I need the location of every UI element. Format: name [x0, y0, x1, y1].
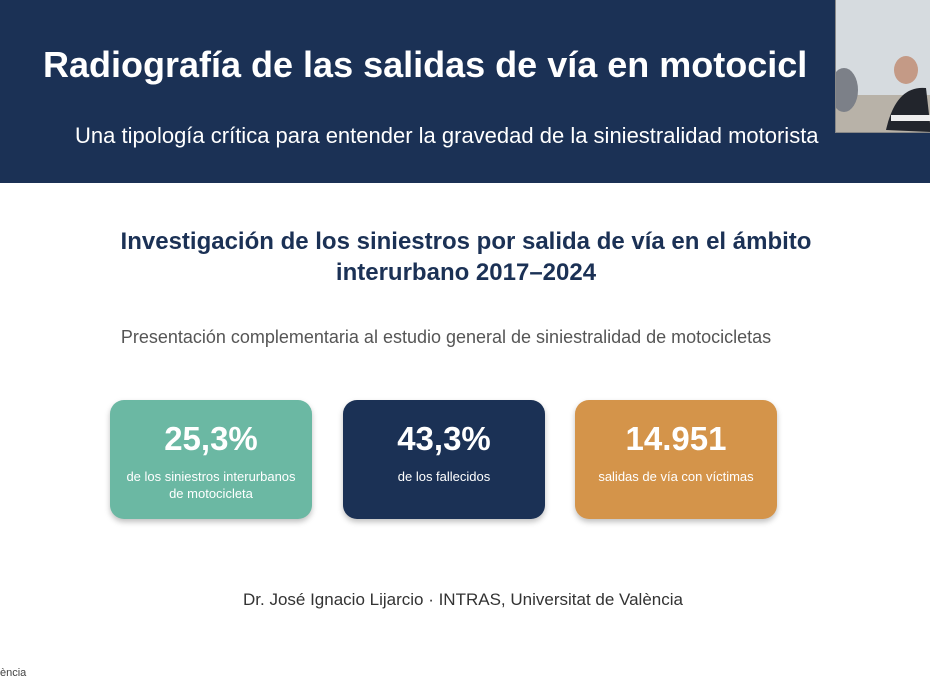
heading-text: Investigación de los siniestros por sali… [120, 228, 812, 286]
stat-label: de los siniestros interurbanos de motoci… [126, 469, 296, 501]
slide-subtitle: Una tipología crítica para entender la g… [75, 123, 819, 148]
stat-value: 25,3% [164, 420, 258, 457]
slide-title: Radiografía de las salidas de vía en mot… [43, 44, 808, 85]
heading: Investigación de los siniestros por sali… [40, 226, 892, 288]
stat-card: 25,3% de los siniestros interurbanos de … [110, 400, 312, 519]
stat-label: de los fallecidos [397, 469, 491, 484]
stat-card: 14.951 salidas de vía con víctimas [575, 400, 777, 519]
header-bar [0, 0, 930, 183]
webcam-image [836, 0, 930, 132]
stat-value: 14.951 [625, 420, 727, 457]
webcam-overlay [835, 0, 930, 133]
stat-value: 43,3% [397, 420, 491, 457]
subheading: Presentación complementaria al estudio g… [120, 327, 772, 347]
footer-text: ència [0, 667, 27, 679]
stat-label: salidas de vía con víctimas [598, 469, 754, 484]
author: Dr. José Ignacio Lijarcio · INTRAS, Univ… [243, 590, 683, 609]
stat-card: 43,3% de los fallecidos [343, 400, 545, 519]
